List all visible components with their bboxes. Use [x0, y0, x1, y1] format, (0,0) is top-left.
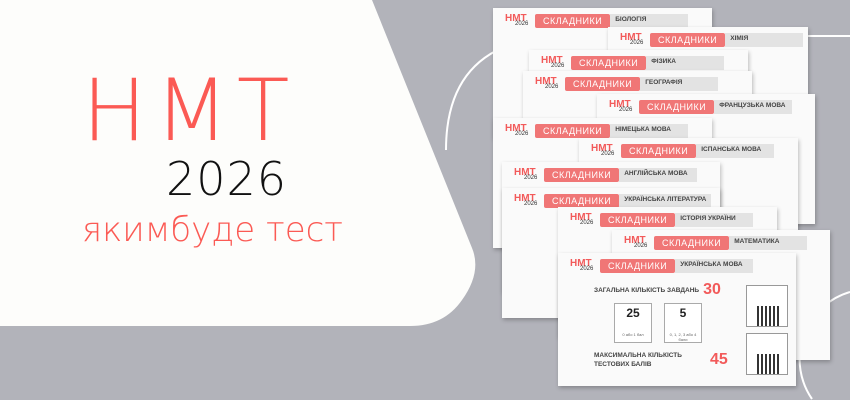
card-header: НМТ 2026 СКЛАДНИКИ ФРАНЦУЗЬКА МОВА	[609, 99, 793, 114]
card-header: НМТ 2026 СКЛАДНИКИ ГЕОГРАФІЯ	[535, 76, 719, 91]
subject-label: ФІЗИКА	[646, 56, 725, 70]
subject-label: ГЕОГРАФІЯ	[640, 77, 719, 91]
nmt-logo: НМТ 2026	[591, 143, 615, 157]
nmt-logo: НМТ 2026	[505, 13, 529, 27]
nmt-logo: НМТ 2026	[624, 235, 648, 249]
qr-code	[746, 285, 788, 327]
components-pill: СКЛАДНИКИ	[535, 124, 611, 138]
max-score-row: МАКСИМАЛЬНА КІЛЬКІСТЬ ТЕСТОВИХ БАЛІВ 45	[594, 351, 728, 369]
components-pill: СКЛАДНИКИ	[639, 100, 715, 114]
components-pill: СКЛАДНИКИ	[654, 236, 730, 250]
total-tasks-row: ЗАГАЛЬНА КІЛЬКІСТЬ ЗАВДАНЬ 30	[594, 281, 721, 299]
components-pill: СКЛАДНИКИ	[544, 168, 620, 182]
nmt-logo: НМТ 2026	[535, 76, 559, 90]
banner-year: 2026	[166, 152, 288, 206]
card-header: НМТ 2026 СКЛАДНИКИ ІСПАНСЬКА МОВА	[591, 143, 775, 158]
subject-label: НІМЕЦЬКА МОВА	[610, 124, 689, 138]
nmt-logo: НМТ 2026	[570, 258, 594, 272]
subject-label: УКРАЇНСЬКА ЛІТЕРАТУРА	[619, 194, 712, 208]
card-header: НМТ 2026 СКЛАДНИКИ ХІМІЯ	[620, 32, 804, 47]
box-matching: 5 0, 1, 2, 3 або 4 бали	[664, 303, 702, 343]
components-pill: СКЛАДНИКИ	[535, 14, 611, 28]
nmt-logo: НМТ 2026	[609, 99, 633, 113]
nmt-logo: НМТ 2026	[505, 123, 529, 137]
card-header: НМТ 2026 СКЛАДНИКИ НІМЕЦЬКА МОВА	[505, 123, 689, 138]
nmt-logo: НМТ 2026	[620, 32, 644, 46]
card-header: НМТ 2026 СКЛАДНИКИ БІОЛОГІЯ	[505, 13, 689, 28]
card-header: НМТ 2026 СКЛАДНИКИ МАТЕМАТИКА	[624, 235, 808, 250]
card-header: НМТ 2026 СКЛАДНИКИ УКРАЇНСЬКА ЛІТЕРАТУРА	[514, 193, 712, 208]
nmt-logo: НМТ 2026	[514, 167, 538, 181]
front-card-ukrainian: НМТ 2026 СКЛАДНИКИ УКРАЇНСЬКА МОВА ЗАГАЛЬ…	[558, 253, 796, 386]
card-header: НМТ 2026 СКЛАДНИКИ ФІЗИКА	[541, 55, 725, 70]
subject-label: УКРАЇНСЬКА МОВА	[675, 259, 754, 273]
banner-title: НМТ	[82, 61, 298, 161]
total-tasks-value: 30	[703, 281, 721, 298]
max-score-value: 45	[710, 351, 728, 368]
components-pill: СКЛАДНИКИ	[621, 144, 697, 158]
card-header: НМТ 2026 СКЛАДНИКИ УКРАЇНСЬКА МОВА	[570, 258, 754, 273]
components-pill: СКЛАДНИКИ	[544, 194, 620, 208]
left-panel	[0, 0, 476, 326]
subject-label: ФРАНЦУЗЬКА МОВА	[714, 100, 793, 114]
subject-label: ХІМІЯ	[725, 33, 804, 47]
card-header: НМТ 2026 СКЛАДНИКИ АНГЛІЙСЬКА МОВА	[514, 167, 698, 182]
subject-label: АНГЛІЙСЬКА МОВА	[619, 168, 698, 182]
components-pill: СКЛАДНИКИ	[600, 213, 676, 227]
subject-label: ІСПАНСЬКА МОВА	[696, 144, 775, 158]
total-tasks-label: ЗАГАЛЬНА КІЛЬКІСТЬ ЗАВДАНЬ	[594, 286, 700, 294]
nmt-logo: НМТ 2026	[570, 212, 594, 226]
qr-code	[746, 333, 788, 375]
subject-label: БІОЛОГІЯ	[610, 14, 689, 28]
subject-label: ІСТОРІЯ УКРАЇНИ	[675, 213, 754, 227]
components-pill: СКЛАДНИКИ	[600, 259, 676, 273]
components-pill: СКЛАДНИКИ	[571, 56, 647, 70]
card-header: НМТ 2026 СКЛАДНИКИ ІСТОРІЯ УКРАЇНИ	[570, 212, 754, 227]
max-score-label: МАКСИМАЛЬНА КІЛЬКІСТЬ ТЕСТОВИХ БАЛІВ	[594, 352, 682, 368]
banner-subtitle: якимбуде тест	[82, 210, 343, 250]
nmt-logo: НМТ 2026	[514, 193, 538, 207]
components-pill: СКЛАДНИКИ	[565, 77, 641, 91]
subject-label: МАТЕМАТИКА	[729, 236, 808, 250]
box-single-choice: 25 0 або 1 бал	[614, 303, 652, 343]
components-pill: СКЛАДНИКИ	[650, 33, 726, 47]
nmt-logo: НМТ 2026	[541, 55, 565, 69]
